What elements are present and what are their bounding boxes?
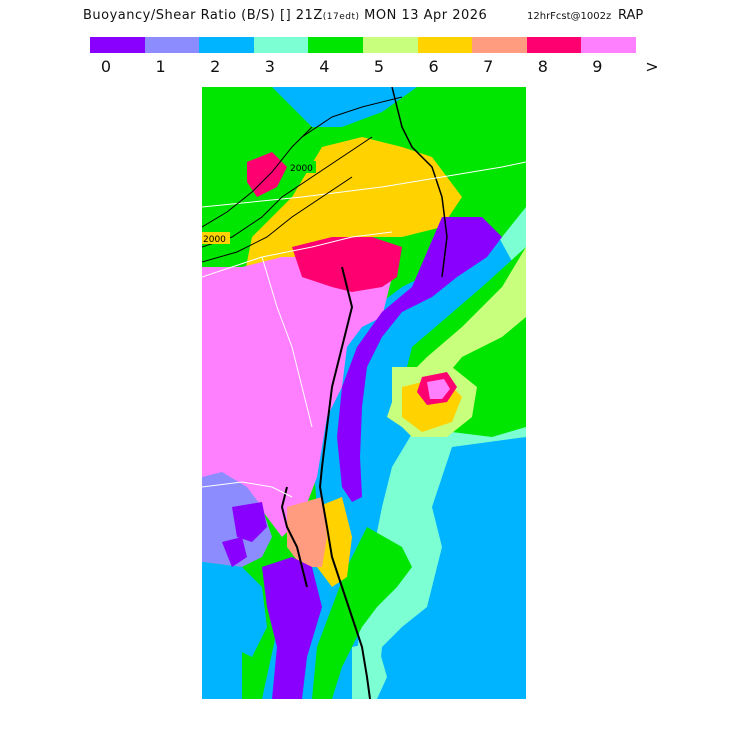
border-state-2 — [201, 231, 393, 278]
field-purple-gulf-3 — [222, 537, 247, 567]
legend-swatch-4 — [308, 37, 363, 53]
legend-labels: 0 1 2 3 4 5 6 7 8 9 > — [90, 57, 659, 77]
legend-swatch-0 — [90, 37, 145, 53]
legend-swatch-7 — [472, 37, 527, 53]
title-valid-time: (17edt) — [322, 12, 360, 22]
title-prefix: Buoyancy/Shear Ratio (B/S) [] 21Z — [83, 8, 323, 23]
model-run-label: 12hrFcst@1002z — [527, 11, 612, 22]
legend-label-7: 7 — [483, 57, 494, 76]
legend-label-6: 6 — [428, 57, 439, 76]
color-legend — [90, 37, 636, 53]
chart-title: Buoyancy/Shear Ratio (B/S) [] 21Z(17edt)… — [0, 8, 729, 28]
field-purple-gulf-1 — [232, 502, 267, 542]
contour-label-2: 2000 — [290, 164, 313, 174]
legend-swatch-1 — [144, 37, 200, 53]
legend-swatch-3 — [253, 37, 309, 53]
title-date: MON 13 Apr 2026 — [364, 8, 488, 23]
field-purple-offshore — [337, 217, 502, 502]
contour-line-1 — [201, 136, 373, 248]
coastline-gulf — [280, 486, 308, 588]
legend-swatch-8 — [526, 37, 582, 53]
border-state-1 — [201, 161, 527, 208]
legend-label-3: 3 — [264, 57, 275, 76]
legend-label-4: 4 — [319, 57, 330, 76]
contour-line-3 — [201, 126, 313, 228]
contour-line-2 — [201, 176, 353, 263]
border-state-4 — [201, 481, 293, 498]
legend-label-0: 0 — [100, 57, 112, 76]
legend-swatch-5 — [362, 37, 418, 53]
coastline-east — [318, 266, 371, 700]
model-name: RAP — [618, 8, 644, 23]
contour-label-box-1 — [202, 232, 230, 244]
map-svg: 2000 2000 — [201, 86, 527, 700]
legend-swatch-9 — [581, 37, 636, 53]
legend-label-10: > — [645, 57, 659, 76]
field-hotpink-band — [292, 237, 402, 292]
contour-label-box-2 — [288, 161, 316, 173]
field-cyan-gulf — [202, 562, 267, 657]
legend-label-8: 8 — [537, 57, 548, 76]
legend-label-9: 9 — [592, 57, 603, 76]
legend-label-2: 2 — [210, 57, 221, 76]
field-green-south — [312, 527, 412, 699]
border-state-3 — [261, 256, 313, 428]
field-pink-offshore-core — [427, 379, 450, 399]
legend-swatch-2 — [199, 37, 254, 53]
field-hotpink-north — [247, 152, 287, 197]
coastline-north — [391, 86, 448, 278]
contour-line-4 — [301, 96, 403, 138]
map-panel: 2000 2000 — [201, 86, 527, 700]
field-purple-gulf-2 — [262, 557, 322, 699]
field-pink-inland — [202, 257, 392, 537]
legend-label-5: 5 — [373, 57, 385, 76]
title-text: Buoyancy/Shear Ratio (B/S) [] 21Z(17edt)… — [83, 8, 487, 23]
legend-label-1: 1 — [155, 57, 166, 76]
contour-label-1: 2000 — [203, 235, 226, 245]
field-aqua-south — [352, 642, 387, 699]
legend-swatch-6 — [417, 37, 473, 53]
